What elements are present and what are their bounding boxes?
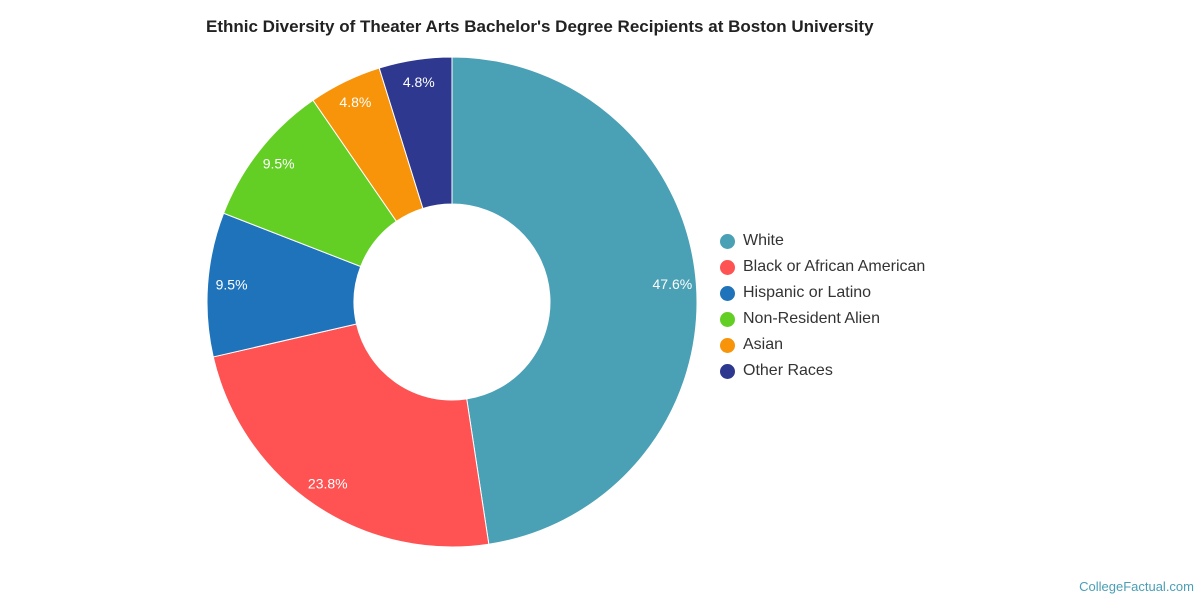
slice-label-white: 47.6% [653, 276, 693, 292]
legend-swatch [720, 337, 735, 353]
legend-label: Black or African American [743, 258, 926, 275]
legend-swatch [720, 285, 735, 301]
legend-item-white[interactable]: White [720, 228, 925, 254]
slice-label-non-resident-alien: 9.5% [263, 156, 295, 172]
legend-label: Other Races [743, 362, 833, 379]
slices-group [206, 56, 698, 548]
legend-item-other-races[interactable]: Other Races [720, 358, 925, 384]
legend-swatch [720, 259, 735, 275]
slice-labels-group: 47.6% 23.8% 9.5% 9.5% 4.8% 4.8% [216, 74, 693, 491]
legend-label: Asian [743, 336, 784, 353]
legend-label: White [743, 232, 784, 249]
legend-swatch [720, 311, 735, 327]
legend-item-non-resident-alien[interactable]: Non-Resident Alien [720, 306, 925, 332]
chart-title: Ethnic Diversity of Theater Arts Bachelo… [206, 17, 874, 36]
slice-label-other-races: 4.8% [403, 74, 435, 90]
legend-label: Hispanic or Latino [743, 284, 872, 301]
legend-item-black-or-african-american[interactable]: Black or African American [720, 254, 925, 280]
slice-label-black-or-african-american: 23.8% [308, 475, 348, 491]
slice-label-asian: 4.8% [339, 94, 371, 110]
legend-label: Non-Resident Alien [743, 310, 880, 327]
slice-black-or-african-american[interactable] [212, 323, 490, 548]
legend-swatch [720, 363, 735, 379]
slice-label-hispanic-or-latino: 9.5% [216, 277, 248, 293]
slice-white[interactable] [451, 56, 698, 545]
legend-item-hispanic-or-latino[interactable]: Hispanic or Latino [720, 280, 925, 306]
credit-link[interactable]: CollegeFactual.com [1079, 579, 1194, 594]
legend-swatch [720, 233, 735, 249]
slice-other-races[interactable] [378, 56, 453, 210]
legend: White Black or African American Hispanic o… [720, 228, 925, 384]
legend-item-asian[interactable]: Asian [720, 332, 925, 358]
